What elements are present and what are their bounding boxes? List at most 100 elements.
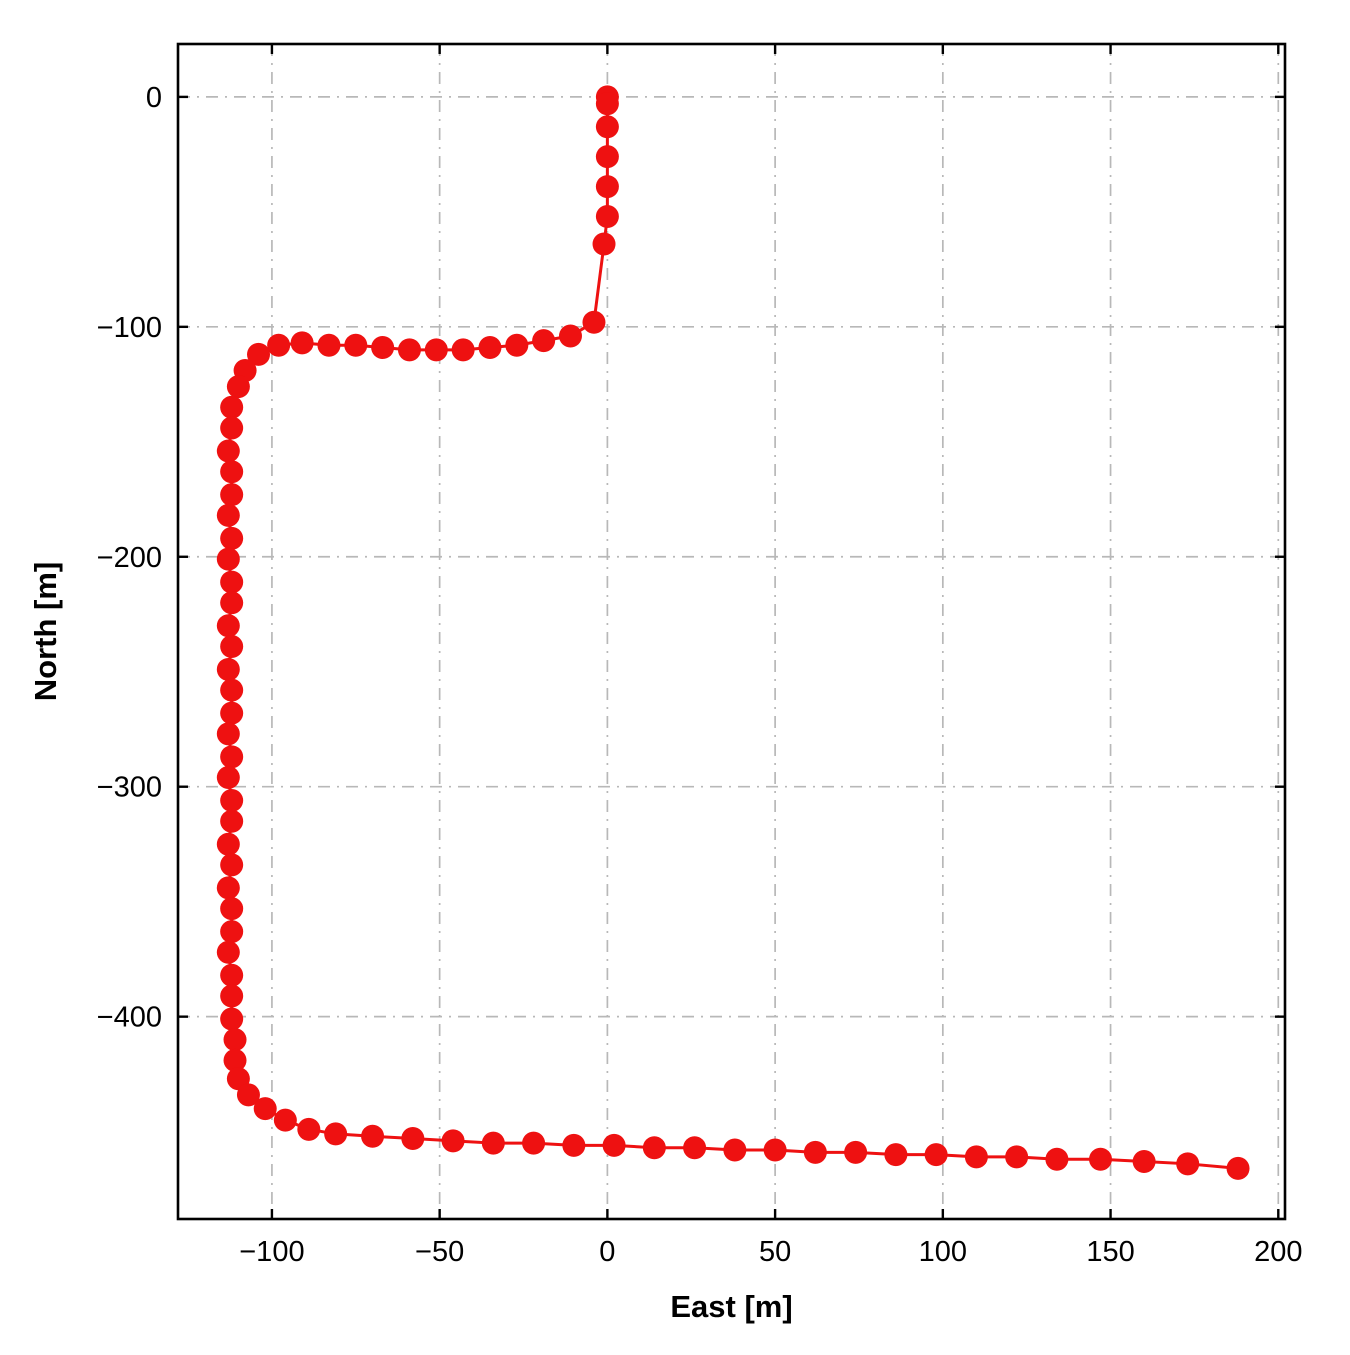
- data-point-marker: [441, 1129, 465, 1153]
- data-point-marker: [216, 832, 240, 856]
- x-tick-label: −50: [415, 1236, 464, 1268]
- data-point-marker: [220, 591, 244, 615]
- data-point-marker: [216, 766, 240, 790]
- data-point-marker: [317, 333, 341, 357]
- data-point-marker: [562, 1133, 586, 1157]
- data-point-marker: [451, 338, 475, 362]
- data-point-marker: [253, 1097, 277, 1121]
- data-point-marker: [763, 1138, 787, 1162]
- x-tick-label: 50: [759, 1236, 791, 1268]
- data-point-marker: [558, 324, 582, 348]
- data-point-marker: [1132, 1150, 1156, 1174]
- data-point-marker: [220, 395, 244, 419]
- trajectory-series: [216, 85, 1250, 1180]
- data-point-marker: [884, 1143, 908, 1167]
- data-point-marker: [290, 331, 314, 355]
- x-tick-label: 150: [1086, 1236, 1134, 1268]
- data-point-marker: [220, 789, 244, 813]
- data-point-marker: [273, 1108, 297, 1132]
- data-point-marker: [220, 701, 244, 725]
- data-point-marker: [397, 338, 421, 362]
- data-point-marker: [344, 333, 368, 357]
- data-point-marker: [220, 526, 244, 550]
- data-point-marker: [595, 145, 619, 169]
- data-point-marker: [1005, 1145, 1029, 1169]
- data-point-marker: [803, 1140, 827, 1164]
- data-point-marker: [297, 1117, 321, 1141]
- data-point-marker: [595, 175, 619, 199]
- data-point-marker: [592, 232, 616, 256]
- trajectory-line: [226, 95, 1240, 1170]
- y-tick-label: 0: [146, 82, 162, 114]
- data-point-marker: [595, 92, 619, 116]
- data-point-marker: [844, 1140, 868, 1164]
- data-point-marker: [216, 503, 240, 527]
- data-point-marker: [220, 634, 244, 658]
- data-point-marker: [1176, 1152, 1200, 1176]
- data-point-marker: [220, 1007, 244, 1031]
- data-point-marker: [220, 416, 244, 440]
- axes-frame: [176, 42, 1287, 1221]
- data-point-marker: [924, 1143, 948, 1167]
- data-point-marker: [582, 310, 606, 334]
- data-point-marker: [223, 1048, 247, 1072]
- data-point-marker: [220, 963, 244, 987]
- data-point-marker: [522, 1131, 546, 1155]
- data-point-marker: [361, 1124, 385, 1148]
- plot-border: [176, 42, 1287, 1221]
- data-point-marker: [505, 333, 529, 357]
- data-point-marker: [220, 920, 244, 944]
- data-point-marker: [216, 657, 240, 681]
- data-point-marker: [481, 1131, 505, 1155]
- grid-lines: [178, 44, 1285, 1219]
- data-point-marker: [1045, 1147, 1069, 1171]
- data-point-marker: [267, 333, 291, 357]
- y-tick-label: −100: [97, 312, 162, 344]
- data-point-marker: [220, 483, 244, 507]
- data-point-marker: [964, 1145, 988, 1169]
- data-point-marker: [595, 115, 619, 139]
- data-point-marker: [220, 809, 244, 833]
- data-point-marker: [216, 940, 240, 964]
- data-point-marker: [220, 570, 244, 594]
- data-point-marker: [223, 1028, 247, 1052]
- data-point-marker: [642, 1136, 666, 1160]
- x-tick-label: 0: [599, 1236, 615, 1268]
- x-tick-label: −100: [239, 1236, 304, 1268]
- tick-labels: −100 −50 0 50 100 150 200 0 −100 −200 −300 −400: [97, 82, 1303, 1268]
- data-point-marker: [324, 1122, 348, 1146]
- data-point-marker: [602, 1133, 626, 1157]
- data-point-marker: [220, 897, 244, 921]
- data-point-marker: [478, 336, 502, 360]
- data-point-marker: [595, 204, 619, 228]
- x-tick-label: 200: [1254, 1236, 1302, 1268]
- data-point-marker: [220, 853, 244, 877]
- y-tick-label: −300: [97, 772, 162, 804]
- data-point-marker: [220, 460, 244, 484]
- x-tick-label: 100: [919, 1236, 967, 1268]
- y-tick-label: −400: [97, 1002, 162, 1034]
- data-point-marker: [216, 614, 240, 638]
- data-point-marker: [371, 336, 395, 360]
- x-axis-label: East [m]: [670, 1289, 792, 1324]
- data-point-marker: [1089, 1147, 1112, 1171]
- data-point-marker: [723, 1138, 747, 1162]
- data-point-marker: [424, 338, 448, 362]
- data-point-marker: [247, 342, 271, 366]
- data-point-marker: [216, 547, 240, 571]
- data-point-marker: [532, 329, 556, 353]
- data-point-marker: [216, 876, 240, 900]
- data-point-marker: [216, 439, 240, 463]
- data-point-marker: [683, 1136, 707, 1160]
- data-point-marker: [220, 984, 244, 1008]
- data-point-marker: [401, 1127, 425, 1151]
- data-point-marker: [1226, 1156, 1250, 1180]
- data-point-marker: [226, 375, 250, 399]
- data-point-marker: [220, 678, 244, 702]
- data-point-marker: [216, 722, 240, 746]
- y-tick-label: −200: [97, 542, 162, 574]
- y-axis-label: North [m]: [28, 562, 63, 701]
- data-point-marker: [220, 745, 244, 769]
